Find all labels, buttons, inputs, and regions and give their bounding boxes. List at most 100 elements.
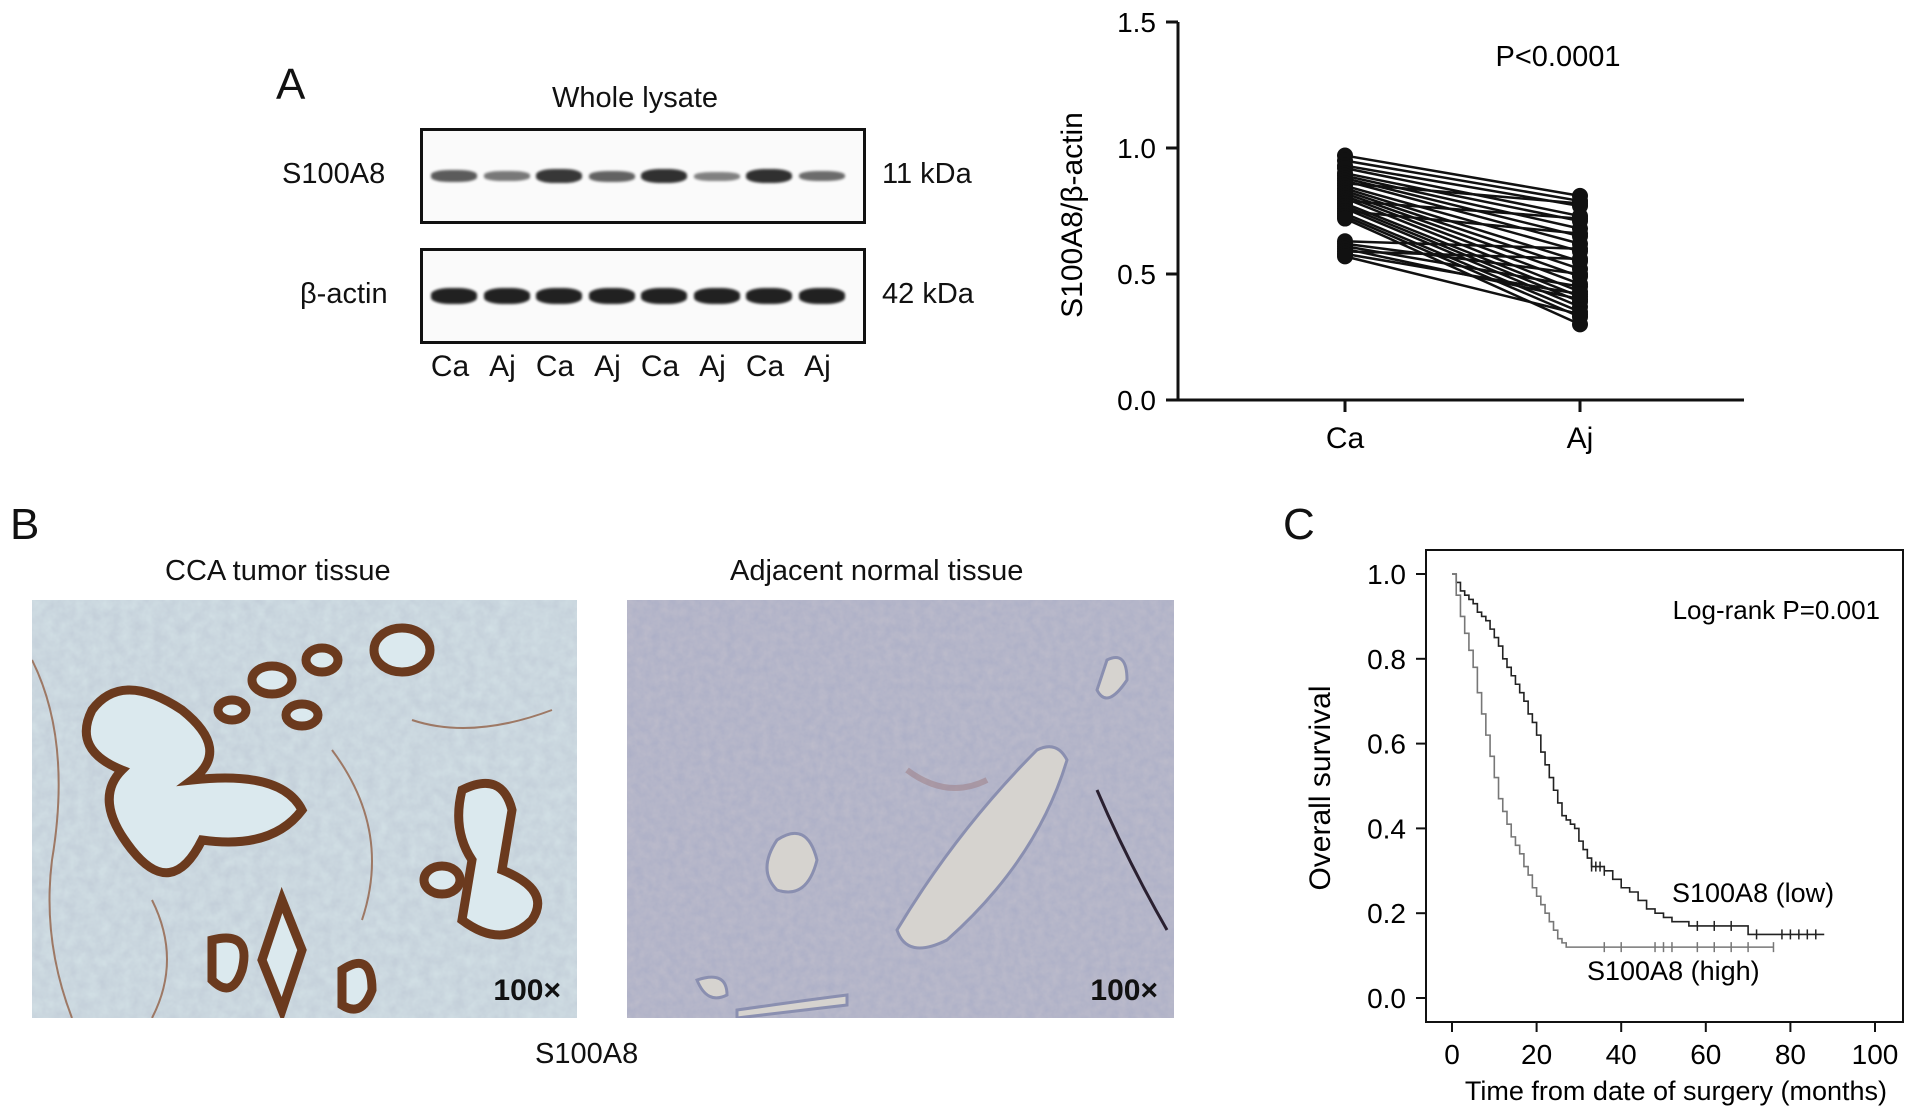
blot-protein-label-1: β-actin: [300, 278, 388, 310]
panel-a-label: A: [276, 60, 306, 109]
km-x-axis-label: Time from date of surgery (months): [1465, 1076, 1887, 1106]
km-chart: 0.0 0.2 0.4 0.6 0.8 1.0 0 20 40 60 80 100 Overall …: [1304, 549, 1904, 1106]
blot-band: [641, 288, 687, 304]
km-y-tick-label: 0.6: [1367, 729, 1406, 760]
km-y-tick-label: 0.2: [1367, 898, 1406, 929]
panel-c-label: C: [1283, 500, 1315, 549]
paired-y-tick-label: 0.0: [1117, 385, 1156, 416]
km-curve-low: [1452, 573, 1825, 936]
blot-band: [431, 288, 477, 304]
km-y-tick-label: 0.4: [1367, 813, 1406, 844]
micrograph-magnification-0: 100×: [493, 974, 561, 1007]
paired-y-tick-label: 0.5: [1117, 259, 1156, 290]
blot-s100a8: [420, 128, 866, 224]
paired-point-aj: [1572, 306, 1588, 323]
blot-lane-label: Ca: [430, 350, 470, 383]
blot-band: [746, 288, 792, 304]
paired-line: [1344, 177, 1581, 238]
km-x-tick-label: 80: [1775, 1039, 1806, 1070]
blot-band: [483, 288, 530, 304]
paired-annotation: P<0.0001: [1496, 41, 1621, 73]
km-annotation: Log-rank P=0.001: [1673, 595, 1880, 625]
paired-line: [1344, 204, 1581, 303]
km-x-tick-label: 100: [1852, 1039, 1899, 1070]
paired-line: [1344, 166, 1581, 218]
paired-point-aj: [1572, 195, 1588, 212]
blot-lane-label: Ca: [535, 350, 575, 383]
paired-x-tick-label: Ca: [1326, 422, 1365, 455]
paired-line: [1344, 159, 1581, 203]
blot-lane-label: Aj: [699, 350, 726, 383]
micrograph-title-0: CCA tumor tissue: [165, 555, 391, 587]
paired-line: [1344, 199, 1581, 220]
blot-title: Whole lysate: [552, 82, 719, 114]
blot-lane-label: Ca: [640, 350, 680, 383]
blot-band: [483, 171, 530, 181]
paired-line: [1344, 174, 1581, 230]
paired-x-tick-label: Aj: [1567, 422, 1594, 455]
paired-chart: 0.0 0.5 1.0 1.5 Ca Aj S100A8/β-actin P<0.000…: [1056, 7, 1744, 455]
km-x-tick-label: 60: [1690, 1039, 1721, 1070]
paired-point-aj: [1572, 266, 1588, 282]
paired-line: [1344, 217, 1581, 326]
paired-line: [1344, 255, 1581, 316]
paired-line: [1344, 242, 1581, 276]
blot-protein-label-0: S100A8: [282, 158, 386, 190]
micrograph-title-1: Adjacent normal tissue: [730, 555, 1024, 587]
km-plot-frame: [1425, 549, 1904, 1023]
km-y-tick-label: 1.0: [1367, 559, 1406, 590]
paired-line: [1344, 179, 1581, 245]
blot-band: [798, 170, 845, 182]
paired-line: [1344, 250, 1581, 261]
km-curve-high: [1452, 573, 1774, 948]
micrograph-normal: 100×: [627, 600, 1174, 1018]
paired-line: [1344, 182, 1581, 205]
paired-y-tick-label: 1.0: [1117, 133, 1156, 164]
blot-band: [746, 168, 792, 184]
blot-lane-label: Aj: [594, 350, 621, 383]
blot-band: [588, 288, 635, 304]
paired-y-tick-label: 1.5: [1117, 7, 1156, 38]
blot-band: [641, 168, 687, 184]
paired-y-axis-label: S100A8/β-actin: [1056, 112, 1089, 318]
blot-band: [431, 170, 477, 182]
km-x-tick-label: 20: [1521, 1039, 1552, 1070]
paired-line: [1344, 184, 1581, 253]
km-series-label-low: S100A8 (low): [1672, 878, 1834, 908]
blot-beta-actin: [420, 248, 866, 344]
blot-band: [693, 171, 740, 181]
paired-line: [1344, 154, 1581, 198]
paired-line: [1344, 252, 1581, 296]
micrograph-caption: S100A8: [535, 1038, 639, 1070]
paired-line: [1344, 212, 1581, 313]
km-x-tick-label: 40: [1606, 1039, 1637, 1070]
blot-band: [536, 169, 582, 183]
micrograph-tumor: 100×: [32, 600, 577, 1018]
blot-mw-label-1: 42 kDa: [882, 278, 974, 310]
blot-band: [588, 170, 635, 182]
paired-point-aj: [1572, 225, 1588, 242]
paired-point-aj: [1572, 250, 1588, 267]
blot-lane-label: Ca: [745, 350, 785, 383]
km-y-tick-label: 0.0: [1367, 983, 1406, 1014]
km-x-tick-label: 0: [1444, 1039, 1460, 1070]
km-y-axis-label: Overall survival: [1304, 685, 1337, 890]
normal-tissue-image: [627, 600, 1174, 1018]
blot-lane-label: Aj: [489, 350, 516, 383]
paired-line: [1344, 171, 1581, 223]
blot-band: [536, 288, 582, 304]
paired-point-aj: [1572, 286, 1588, 303]
tumor-tissue-image: [32, 600, 577, 1018]
km-y-tick-label: 0.8: [1367, 644, 1406, 675]
panel-b-label: B: [10, 500, 40, 549]
blot-band: [798, 288, 845, 304]
blot-band: [693, 288, 740, 304]
paired-line: [1344, 239, 1581, 251]
paired-line: [1344, 187, 1581, 263]
micrograph-magnification-1: 100×: [1090, 974, 1158, 1007]
km-series-label-high: S100A8 (high): [1587, 956, 1760, 986]
paired-line: [1344, 192, 1581, 278]
paired-line: [1344, 209, 1581, 235]
paired-point-ca: [1337, 248, 1353, 265]
blot-lane-label: Aj: [804, 350, 831, 383]
